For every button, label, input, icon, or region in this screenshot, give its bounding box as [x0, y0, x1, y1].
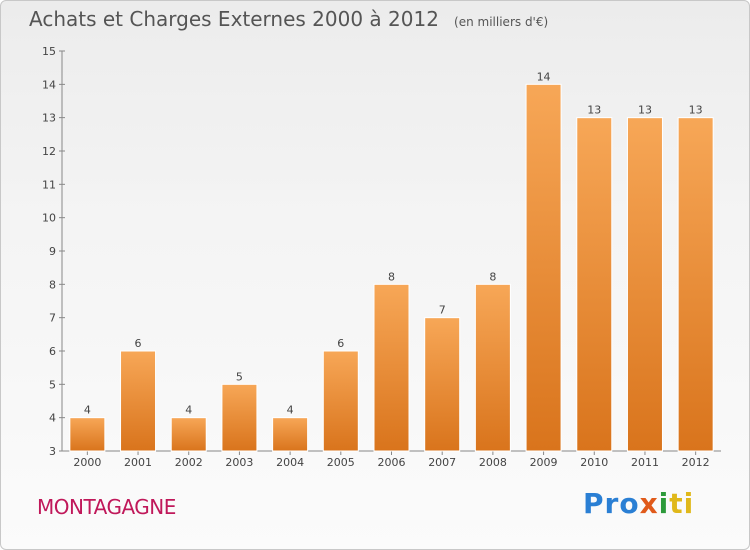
- data-label-2003: 5: [236, 370, 243, 383]
- x-tick-label: 2005: [327, 456, 355, 469]
- x-tick-label: 2011: [631, 456, 659, 469]
- place-name: MONTAGAGNE: [37, 495, 176, 519]
- x-tick-label: 2001: [124, 456, 152, 469]
- bar-2009: [525, 83, 562, 452]
- data-label-2006: 8: [388, 270, 395, 283]
- y-tick-label: 12: [42, 145, 56, 158]
- data-label-2001: 6: [135, 337, 142, 350]
- data-label-2009: 14: [537, 70, 551, 83]
- data-label-2011: 13: [638, 104, 652, 117]
- y-tick-label: 11: [42, 178, 56, 191]
- bar-2008: [474, 283, 511, 452]
- x-tick-label: 2012: [682, 456, 710, 469]
- bar-2006: [373, 283, 410, 452]
- y-tick-label: 4: [49, 412, 56, 425]
- brand-logo-part-3: i: [658, 487, 670, 520]
- brand-logo: Proxiti: [583, 487, 694, 520]
- bar-2000: [69, 417, 106, 452]
- data-label-2002: 4: [185, 404, 192, 417]
- x-tick-label: 2000: [73, 456, 101, 469]
- bar-2007: [424, 317, 461, 452]
- x-tick-label: 2006: [378, 456, 406, 469]
- chart-title-unit: (en milliers d'€): [454, 15, 549, 29]
- chart-bars: [69, 83, 714, 452]
- chart-data-labels: 4 6 4 5 4 6 8 7 8 14 13 13 13: [84, 70, 703, 416]
- y-tick-label: 5: [49, 378, 56, 391]
- brand-logo-part-4: ti: [669, 487, 695, 520]
- y-tick-label: 3: [49, 445, 56, 458]
- chart-title: Achats et Charges Externes 2000 à 2012 (…: [29, 7, 548, 31]
- y-tick-label: 10: [42, 212, 56, 225]
- bar-2001: [120, 350, 157, 452]
- y-tick-label: 7: [49, 312, 56, 325]
- data-label-2005: 6: [337, 337, 344, 350]
- x-tick-label: 2008: [479, 456, 507, 469]
- x-tick-label: 2002: [175, 456, 203, 469]
- y-tick-label: 8: [49, 278, 56, 291]
- brand-logo-part-1: Pro: [583, 487, 640, 520]
- bar-2002: [170, 417, 207, 452]
- y-tick-label: 6: [49, 345, 56, 358]
- bar-2003: [221, 383, 258, 452]
- bar-2004: [272, 417, 309, 452]
- y-tick-label: 9: [49, 245, 56, 258]
- bar-2010: [576, 117, 613, 452]
- bar-2005: [322, 350, 359, 452]
- data-label-2010: 13: [587, 104, 601, 117]
- bar-2012: [677, 117, 714, 452]
- x-tick-label: 2007: [428, 456, 456, 469]
- x-tick-label: 2010: [580, 456, 608, 469]
- chart-axes: 3 4 5 6 7 8 9 10 11 12 13 14 15 2000 2001 2002 2003 2004 2…: [42, 45, 721, 469]
- y-tick-label: 14: [42, 78, 56, 91]
- bar-2011: [626, 117, 663, 452]
- x-tick-label: 2004: [276, 456, 304, 469]
- data-label-2000: 4: [84, 404, 91, 417]
- data-label-2008: 8: [489, 270, 496, 283]
- x-tick-label: 2003: [225, 456, 253, 469]
- x-tick-label: 2009: [530, 456, 558, 469]
- data-label-2004: 4: [287, 404, 294, 417]
- brand-logo-part-2: x: [639, 487, 659, 520]
- chart-title-main: Achats et Charges Externes 2000 à 2012: [29, 7, 439, 31]
- y-tick-label: 15: [42, 45, 56, 58]
- data-label-2012: 13: [689, 104, 703, 117]
- y-tick-label: 13: [42, 112, 56, 125]
- data-label-2007: 7: [439, 304, 446, 317]
